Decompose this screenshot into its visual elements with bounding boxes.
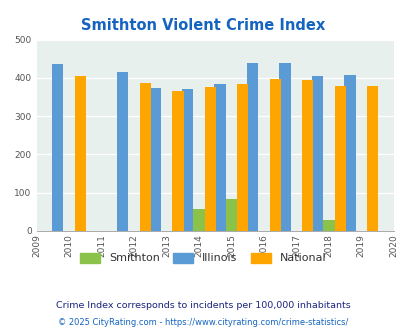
Bar bbox=[269, 79, 280, 231]
Bar bbox=[301, 80, 313, 231]
Legend: Smithton, Illinois, National: Smithton, Illinois, National bbox=[77, 249, 328, 267]
Bar bbox=[311, 76, 322, 231]
Bar bbox=[334, 85, 345, 231]
Bar bbox=[52, 64, 63, 231]
Bar bbox=[246, 63, 258, 231]
Text: © 2025 CityRating.com - https://www.cityrating.com/crime-statistics/: © 2025 CityRating.com - https://www.city… bbox=[58, 318, 347, 327]
Bar bbox=[366, 86, 377, 231]
Bar bbox=[139, 83, 151, 231]
Bar bbox=[225, 199, 237, 231]
Text: Smithton Violent Crime Index: Smithton Violent Crime Index bbox=[81, 18, 324, 33]
Bar bbox=[214, 84, 225, 231]
Bar bbox=[204, 87, 215, 231]
Bar bbox=[237, 84, 248, 231]
Bar bbox=[117, 72, 128, 231]
Bar bbox=[149, 88, 160, 231]
Text: Crime Index corresponds to incidents per 100,000 inhabitants: Crime Index corresponds to incidents per… bbox=[55, 301, 350, 310]
Bar bbox=[343, 75, 355, 231]
Bar bbox=[75, 76, 86, 231]
Bar bbox=[181, 89, 193, 231]
Bar bbox=[193, 209, 204, 231]
Bar bbox=[172, 91, 183, 231]
Bar bbox=[322, 219, 334, 231]
Bar bbox=[279, 63, 290, 231]
